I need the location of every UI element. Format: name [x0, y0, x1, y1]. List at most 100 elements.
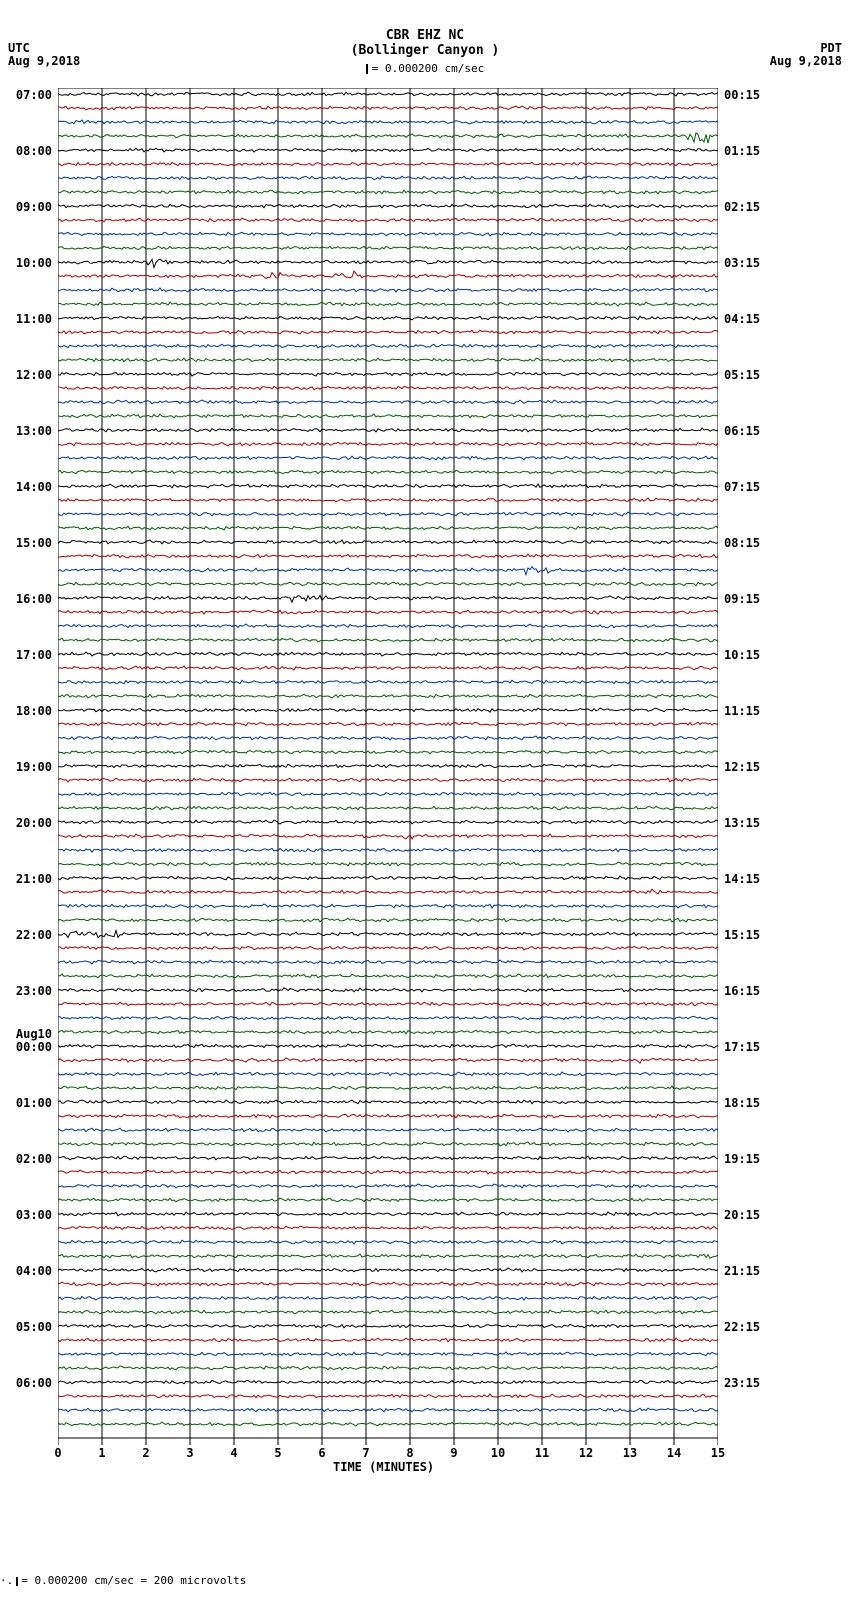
- y-right-label: 20:15: [724, 1208, 760, 1222]
- trace-line: [58, 526, 718, 530]
- trace-line: [58, 1128, 718, 1132]
- y-right-label: 11:15: [724, 704, 760, 718]
- y-left-label: 08:00: [4, 144, 52, 158]
- trace-line: [58, 931, 718, 938]
- trace-line: [58, 271, 718, 278]
- trace-line: [58, 470, 718, 474]
- trace-line: [58, 820, 718, 824]
- x-tick-label: 13: [620, 1446, 640, 1460]
- footer-prefix: ·.: [0, 1574, 13, 1587]
- seismogram-page: CBR EHZ NC (Bollinger Canyon ) = 0.00020…: [0, 0, 850, 1613]
- x-tick-label: 4: [224, 1446, 244, 1460]
- trace-line: [58, 512, 718, 516]
- header: CBR EHZ NC (Bollinger Canyon ): [0, 28, 850, 58]
- trace-line: [58, 1366, 718, 1370]
- y-left-label: 16:00: [4, 592, 52, 606]
- trace-line: [58, 1282, 718, 1286]
- y-right-label: 14:15: [724, 872, 760, 886]
- trace-line: [58, 652, 718, 656]
- trace-line: [58, 1170, 718, 1174]
- trace-line: [58, 1044, 718, 1048]
- trace-line: [58, 1100, 718, 1104]
- trace-line: [58, 764, 718, 767]
- y-right-label: 12:15: [724, 760, 760, 774]
- trace-line: [58, 722, 718, 726]
- trace-line: [58, 708, 718, 712]
- trace-line: [58, 792, 718, 796]
- trace-line: [58, 540, 718, 544]
- trace-line: [58, 848, 718, 852]
- x-tick-label: 15: [708, 1446, 728, 1460]
- trace-line: [58, 694, 718, 698]
- x-tick-label: 11: [532, 1446, 552, 1460]
- trace-line: [58, 302, 718, 306]
- trace-line: [58, 372, 718, 376]
- trace-line: [58, 862, 718, 866]
- y-right-label: 10:15: [724, 648, 760, 662]
- trace-line: [58, 133, 718, 143]
- x-tick-label: 12: [576, 1446, 596, 1460]
- trace-line: [58, 330, 718, 334]
- footer: ·. = 0.000200 cm/sec = 200 microvolts: [0, 1574, 246, 1587]
- scale-text: = 0.000200 cm/sec: [372, 62, 485, 75]
- y-right-label: 13:15: [724, 816, 760, 830]
- trace-line: [58, 1114, 718, 1118]
- trace-line: [58, 1254, 718, 1258]
- trace-line: [58, 876, 718, 880]
- trace-line: [58, 1352, 718, 1356]
- trace-line: [58, 638, 718, 642]
- y-left-label: 21:00: [4, 872, 52, 886]
- y-left-label: 17:00: [4, 648, 52, 662]
- trace-line: [58, 1268, 718, 1272]
- tz-left-date: Aug 9,2018: [8, 55, 80, 68]
- trace-line: [58, 904, 718, 908]
- trace-line: [58, 1408, 718, 1412]
- y-left-label: 06:00: [4, 1376, 52, 1390]
- y-right-label: 23:15: [724, 1376, 760, 1390]
- tz-right: PDT Aug 9,2018: [770, 42, 842, 68]
- trace-line: [58, 1142, 718, 1146]
- trace-line: [58, 414, 718, 418]
- tz-left: UTC Aug 9,2018: [8, 42, 80, 68]
- y-left-label: 01:00: [4, 1096, 52, 1110]
- y-right-label: 19:15: [724, 1152, 760, 1166]
- trace-line: [58, 554, 718, 558]
- trace-line: [58, 358, 718, 362]
- footer-text: = 0.000200 cm/sec = 200 microvolts: [21, 1574, 246, 1587]
- trace-line: [58, 1212, 718, 1216]
- x-tick-label: 2: [136, 1446, 156, 1460]
- y-left-date-rollover: Aug10: [4, 1027, 52, 1041]
- y-left-label: 22:00: [4, 928, 52, 942]
- y-right-label: 08:15: [724, 536, 760, 550]
- y-left-label: 05:00: [4, 1320, 52, 1334]
- trace-line: [58, 834, 718, 839]
- trace-line: [58, 1324, 718, 1328]
- trace-line: [58, 988, 718, 992]
- trace-line: [58, 1058, 718, 1063]
- trace-line: [58, 1240, 718, 1244]
- y-left-label: 09:00: [4, 200, 52, 214]
- trace-line: [58, 386, 718, 389]
- y-left-label: 15:00: [4, 536, 52, 550]
- y-right-label: 07:15: [724, 480, 760, 494]
- x-tick-label: 3: [180, 1446, 200, 1460]
- y-left-label: 07:00: [4, 88, 52, 102]
- trace-line: [58, 1422, 718, 1426]
- tz-right-date: Aug 9,2018: [770, 55, 842, 68]
- trace-line: [58, 666, 718, 670]
- trace-line: [58, 246, 718, 250]
- trace-line: [58, 204, 718, 208]
- trace-line: [58, 1184, 718, 1188]
- y-right-label: 22:15: [724, 1320, 760, 1334]
- y-right-label: 06:15: [724, 424, 760, 438]
- x-axis-title: TIME (MINUTES): [333, 1460, 434, 1474]
- trace-line: [58, 567, 718, 575]
- trace-line: [58, 1198, 718, 1202]
- trace-line: [58, 1030, 718, 1034]
- y-left-label: 12:00: [4, 368, 52, 382]
- footer-tick-icon: [16, 1577, 18, 1586]
- y-left-label: 04:00: [4, 1264, 52, 1278]
- trace-line: [58, 960, 718, 964]
- trace-line: [58, 750, 718, 754]
- y-left-label: 23:00: [4, 984, 52, 998]
